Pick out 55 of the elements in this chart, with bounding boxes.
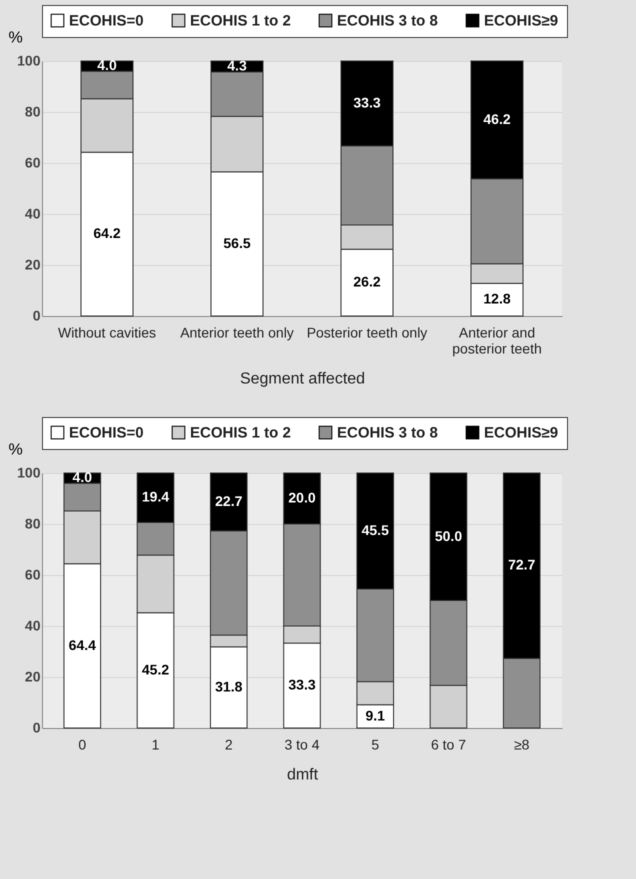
- legend-label: ECOHIS≥9: [484, 424, 558, 442]
- data-label: 46.2: [483, 110, 511, 127]
- x-tick-label: 2: [224, 736, 233, 752]
- data-label: 33.3: [353, 94, 381, 110]
- x-axis-title: dmft: [286, 766, 319, 784]
- data-label: 56.5: [223, 234, 251, 251]
- x-tick-label: 5: [371, 736, 380, 752]
- x-tick-label: ≥8: [514, 736, 530, 752]
- data-label: 4.0: [72, 469, 92, 486]
- x-tick-label: 1: [152, 736, 160, 752]
- x-tick-label: Anterior teeth only: [180, 324, 294, 340]
- data-label: 22.7: [215, 492, 243, 509]
- data-label: 19.4: [142, 488, 170, 505]
- y-axis-title: %: [8, 30, 23, 46]
- x-tick-label: Without cavities: [58, 324, 156, 340]
- y-tick-label: 40: [24, 618, 41, 634]
- y-tick-label: 100: [17, 464, 41, 480]
- legend-label: ECOHIS=0: [69, 424, 144, 442]
- y-tick-label: 100: [17, 52, 41, 68]
- data-label: 33.3: [288, 676, 316, 693]
- y-tick-label: 0: [32, 308, 41, 324]
- data-label: 4.3: [227, 57, 247, 74]
- legend-label: ECOHIS 1 to 2: [190, 424, 291, 442]
- legend-label: ECOHIS 3 to 8: [337, 12, 438, 30]
- data-label: 9.1: [366, 707, 386, 724]
- data-label: 64.2: [93, 225, 121, 242]
- y-tick-label: 60: [24, 154, 41, 170]
- data-label: 72.7: [508, 556, 536, 573]
- data-label: 20.0: [288, 490, 316, 506]
- legend-label: ECOHIS 1 to 2: [190, 12, 291, 30]
- data-label: 4.0: [97, 57, 117, 74]
- x-tick-label: 3 to 4: [284, 736, 320, 752]
- data-label: 45.2: [142, 661, 170, 678]
- data-label: 26.2: [353, 274, 381, 290]
- x-tick-label: 0: [78, 736, 86, 752]
- x-axis-title: Segment affected: [240, 370, 366, 388]
- legend-label: ECOHIS 3 to 8: [337, 424, 438, 442]
- x-tick-label: Posterior teeth only: [306, 324, 428, 340]
- y-tick-label: 20: [24, 256, 41, 272]
- data-label: 50.0: [434, 528, 462, 544]
- legend-label: ECOHIS≥9: [484, 12, 558, 30]
- y-tick-label: 0: [32, 720, 41, 736]
- x-tick-label: Anterior and posterior teeth: [452, 324, 542, 356]
- y-axis-title: %: [8, 442, 23, 458]
- y-tick-label: 40: [24, 206, 41, 222]
- y-tick-label: 60: [24, 566, 41, 582]
- data-label: 64.4: [68, 636, 96, 653]
- data-label: 12.8: [483, 290, 511, 307]
- y-tick-label: 20: [24, 668, 41, 684]
- legend-label: ECOHIS=0: [69, 12, 144, 30]
- x-tick-label: 6 to 7: [430, 736, 466, 752]
- data-label: 31.8: [215, 678, 243, 694]
- y-tick-label: 80: [24, 516, 41, 532]
- y-tick-label: 80: [24, 104, 41, 120]
- data-label: 45.5: [362, 522, 390, 538]
